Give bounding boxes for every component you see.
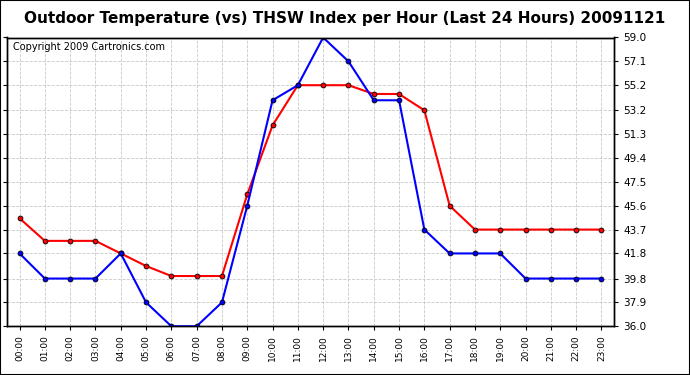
Text: Outdoor Temperature (vs) THSW Index per Hour (Last 24 Hours) 20091121: Outdoor Temperature (vs) THSW Index per …	[24, 11, 666, 26]
Text: Copyright 2009 Cartronics.com: Copyright 2009 Cartronics.com	[13, 42, 165, 52]
